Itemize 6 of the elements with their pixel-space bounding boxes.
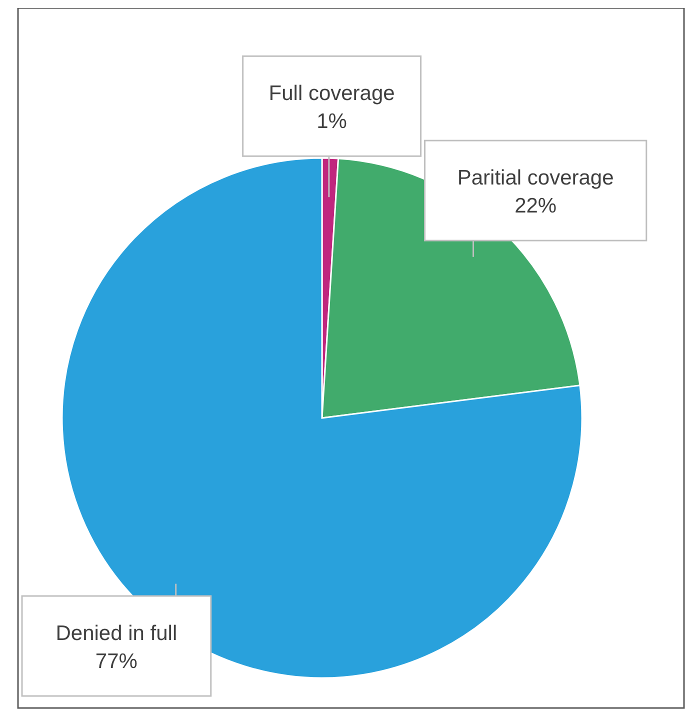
slice-label: Full coverage — [268, 82, 395, 106]
slice-label: Denied in full — [56, 622, 178, 645]
data-label: 22% — [514, 194, 557, 218]
data-label: 1% — [316, 110, 347, 134]
slice-label: Paritial coverage — [457, 166, 614, 190]
data-label: 77% — [95, 650, 138, 673]
